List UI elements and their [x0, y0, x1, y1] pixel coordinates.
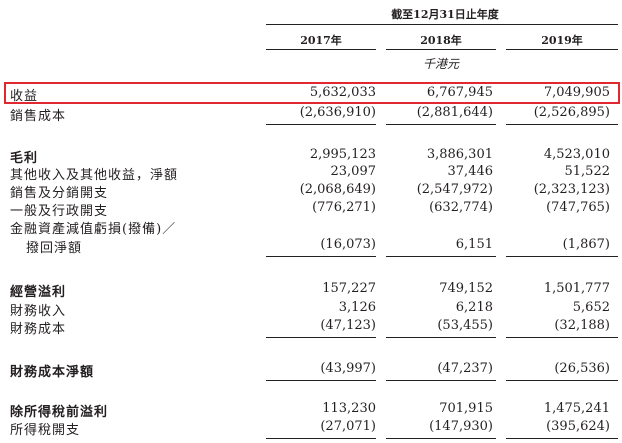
operating-profit-2018: 749,152 — [439, 281, 493, 296]
underline-impairment-2019 — [506, 256, 618, 257]
row-label-operating-profit: 經營溢利 — [10, 285, 67, 300]
row-label-impairment: 金融資產減值虧損(撥備)／ — [10, 222, 177, 237]
year-underline-2019 — [506, 49, 618, 50]
admin-expenses-2019: (747,765) — [546, 200, 610, 215]
row-label-profit-before-tax: 除所得稅前溢利 — [10, 405, 109, 420]
row-label-income-tax: 所得稅開支 — [10, 423, 81, 438]
gross-profit-2017: 2,995,123 — [309, 147, 376, 162]
underline-tax-2019 — [506, 438, 618, 439]
operating-profit-2017: 157,227 — [322, 281, 376, 296]
operating-profit-2019: 1,501,777 — [543, 281, 610, 296]
underline-fincost-2018 — [386, 337, 496, 338]
period-header: 截至12月31日止年度 — [391, 8, 499, 21]
cost-of-sales-2018: (2,881,644) — [416, 105, 493, 120]
underline-fincost-2019 — [506, 337, 618, 338]
finance-costs-2018: (53,455) — [437, 318, 493, 333]
row-label-net-finance-costs: 財務成本淨額 — [10, 365, 95, 380]
net-finance-costs-2019: (26,536) — [554, 361, 610, 376]
underline-cost-2017 — [266, 124, 376, 125]
net-finance-costs-2018: (47,237) — [437, 361, 493, 376]
underline-cost-2018 — [386, 124, 496, 125]
finance-income-2019: 5,652 — [572, 300, 610, 315]
selling-expenses-2017: (2,068,649) — [299, 182, 376, 197]
impairment-2019: (1,867) — [562, 237, 610, 252]
other-income-2018: 37,446 — [447, 164, 494, 179]
row-label-cost-of-sales: 銷售成本 — [10, 109, 67, 124]
year-underline-2018 — [386, 49, 496, 50]
row-label-impairment-line2: 撥回淨額 — [26, 241, 83, 256]
underline-netfin-2019 — [506, 380, 618, 381]
profit-before-tax-2018: 701,915 — [439, 401, 493, 416]
unit-label: 千港元 — [422, 57, 459, 71]
finance-costs-2017: (47,123) — [320, 318, 376, 333]
profit-before-tax-2019: 1,475,241 — [543, 401, 610, 416]
revenue-2019: 7,049,905 — [543, 85, 610, 100]
income-tax-2017: (27,071) — [320, 419, 376, 434]
underline-impairment-2017 — [266, 256, 376, 257]
year-header-2019: 2019年 — [541, 34, 583, 47]
year-header-2017: 2017年 — [300, 34, 342, 47]
row-label-finance-income: 財務收入 — [10, 304, 67, 319]
row-label-admin-expenses: 一般及行政開支 — [10, 204, 109, 219]
cost-of-sales-2017: (2,636,910) — [299, 105, 376, 120]
row-label-gross-profit: 毛利 — [10, 151, 39, 166]
gross-profit-2018: 3,886,301 — [426, 147, 493, 162]
year-header-2018: 2018年 — [420, 34, 462, 47]
row-label-selling-expenses: 銷售及分銷開支 — [10, 186, 109, 201]
finance-costs-2019: (32,188) — [554, 318, 610, 333]
row-label-other-income: 其他收入及其他收益，淨額 — [10, 168, 179, 183]
gross-profit-2019: 4,523,010 — [543, 147, 610, 162]
admin-expenses-2018: (632,774) — [429, 200, 493, 215]
row-label-revenue: 收益 — [10, 89, 39, 104]
revenue-highlight-box — [4, 82, 620, 104]
underline-tax-2018 — [386, 438, 496, 439]
underline-tax-2017 — [266, 438, 376, 439]
underline-fincost-2017 — [266, 337, 376, 338]
finance-income-2018: 6,218 — [455, 300, 493, 315]
admin-expenses-2017: (776,271) — [312, 200, 376, 215]
selling-expenses-2019: (2,323,123) — [533, 182, 610, 197]
cost-of-sales-2019: (2,526,895) — [533, 105, 610, 120]
underline-netfin-2018 — [386, 380, 496, 381]
other-income-2019: 51,522 — [564, 164, 611, 179]
revenue-2018: 6,767,945 — [426, 85, 493, 100]
other-income-2017: 23,097 — [330, 164, 377, 179]
income-tax-2018: (147,930) — [429, 419, 493, 434]
impairment-2017: (16,073) — [320, 237, 376, 252]
net-finance-costs-2017: (43,997) — [320, 361, 376, 376]
profit-before-tax-2017: 113,230 — [322, 401, 376, 416]
revenue-2017: 5,632,033 — [309, 85, 376, 100]
finance-income-2017: 3,126 — [338, 300, 376, 315]
impairment-2018: 6,151 — [455, 237, 493, 252]
underline-cost-2019 — [506, 124, 618, 125]
year-underline-2017 — [266, 49, 376, 50]
underline-impairment-2018 — [386, 256, 496, 257]
income-tax-2019: (395,624) — [546, 419, 610, 434]
underline-netfin-2017 — [266, 380, 376, 381]
row-label-finance-costs: 財務成本 — [10, 322, 67, 337]
selling-expenses-2018: (2,547,972) — [416, 182, 493, 197]
period-underline — [266, 24, 618, 25]
